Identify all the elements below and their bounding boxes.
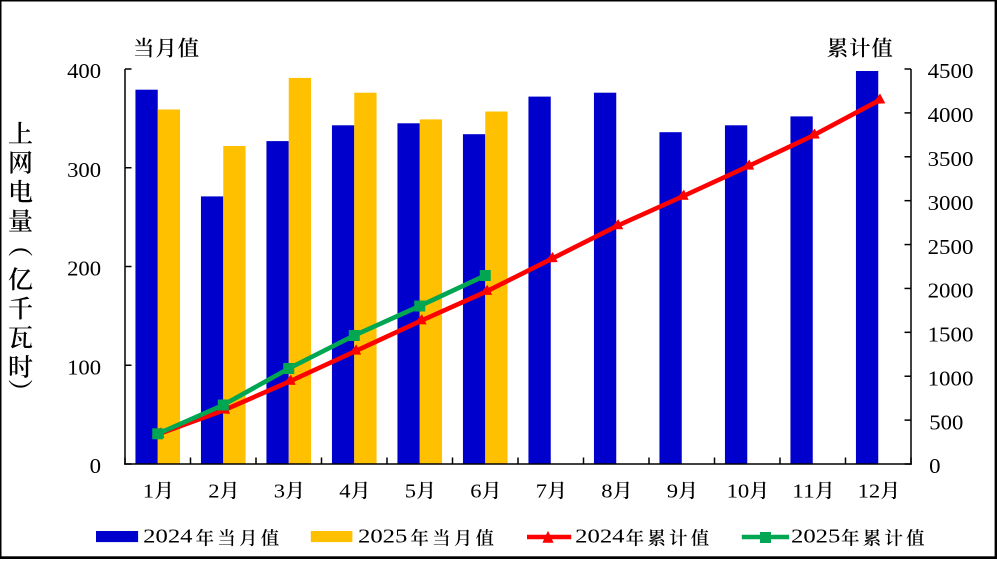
svg-text:1: 1 [143,481,154,503]
svg-text:500: 500 [929,410,963,434]
svg-text:1500: 1500 [928,323,974,347]
svg-text:11: 11 [792,481,815,503]
svg-text:10: 10 [727,481,750,503]
svg-text:0: 0 [90,454,101,478]
svg-text:3: 3 [274,481,285,503]
svg-text:8: 8 [601,481,612,503]
svg-text:3500: 3500 [928,147,974,171]
svg-text:4: 4 [339,481,350,503]
svg-text:2024: 2024 [143,526,193,547]
svg-text:4500: 4500 [928,59,974,83]
svg-text:12: 12 [858,481,881,503]
svg-text:100: 100 [67,355,101,379]
svg-text:2500: 2500 [928,235,974,259]
svg-text:4000: 4000 [928,103,974,127]
svg-text:300: 300 [67,158,101,182]
svg-text:2024: 2024 [575,526,625,547]
svg-text:2: 2 [208,481,219,503]
svg-text:2025: 2025 [791,526,840,547]
svg-text:5: 5 [405,481,416,503]
svg-text:9: 9 [667,481,678,503]
svg-text:400: 400 [67,59,101,83]
svg-text:6: 6 [470,481,481,503]
svg-text:200: 200 [67,257,101,281]
svg-text:2025: 2025 [358,526,407,547]
svg-text:7: 7 [536,481,547,503]
svg-text:1000: 1000 [928,366,974,390]
svg-text:0: 0 [929,454,940,478]
svg-text:2000: 2000 [928,279,974,303]
svg-text:3000: 3000 [928,191,974,215]
